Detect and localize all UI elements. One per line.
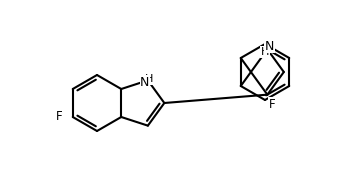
Text: H: H <box>145 74 153 84</box>
Text: H: H <box>261 47 270 57</box>
Text: N: N <box>265 40 274 53</box>
Text: N: N <box>140 76 150 89</box>
Text: F: F <box>56 111 63 124</box>
Text: F: F <box>269 97 276 111</box>
